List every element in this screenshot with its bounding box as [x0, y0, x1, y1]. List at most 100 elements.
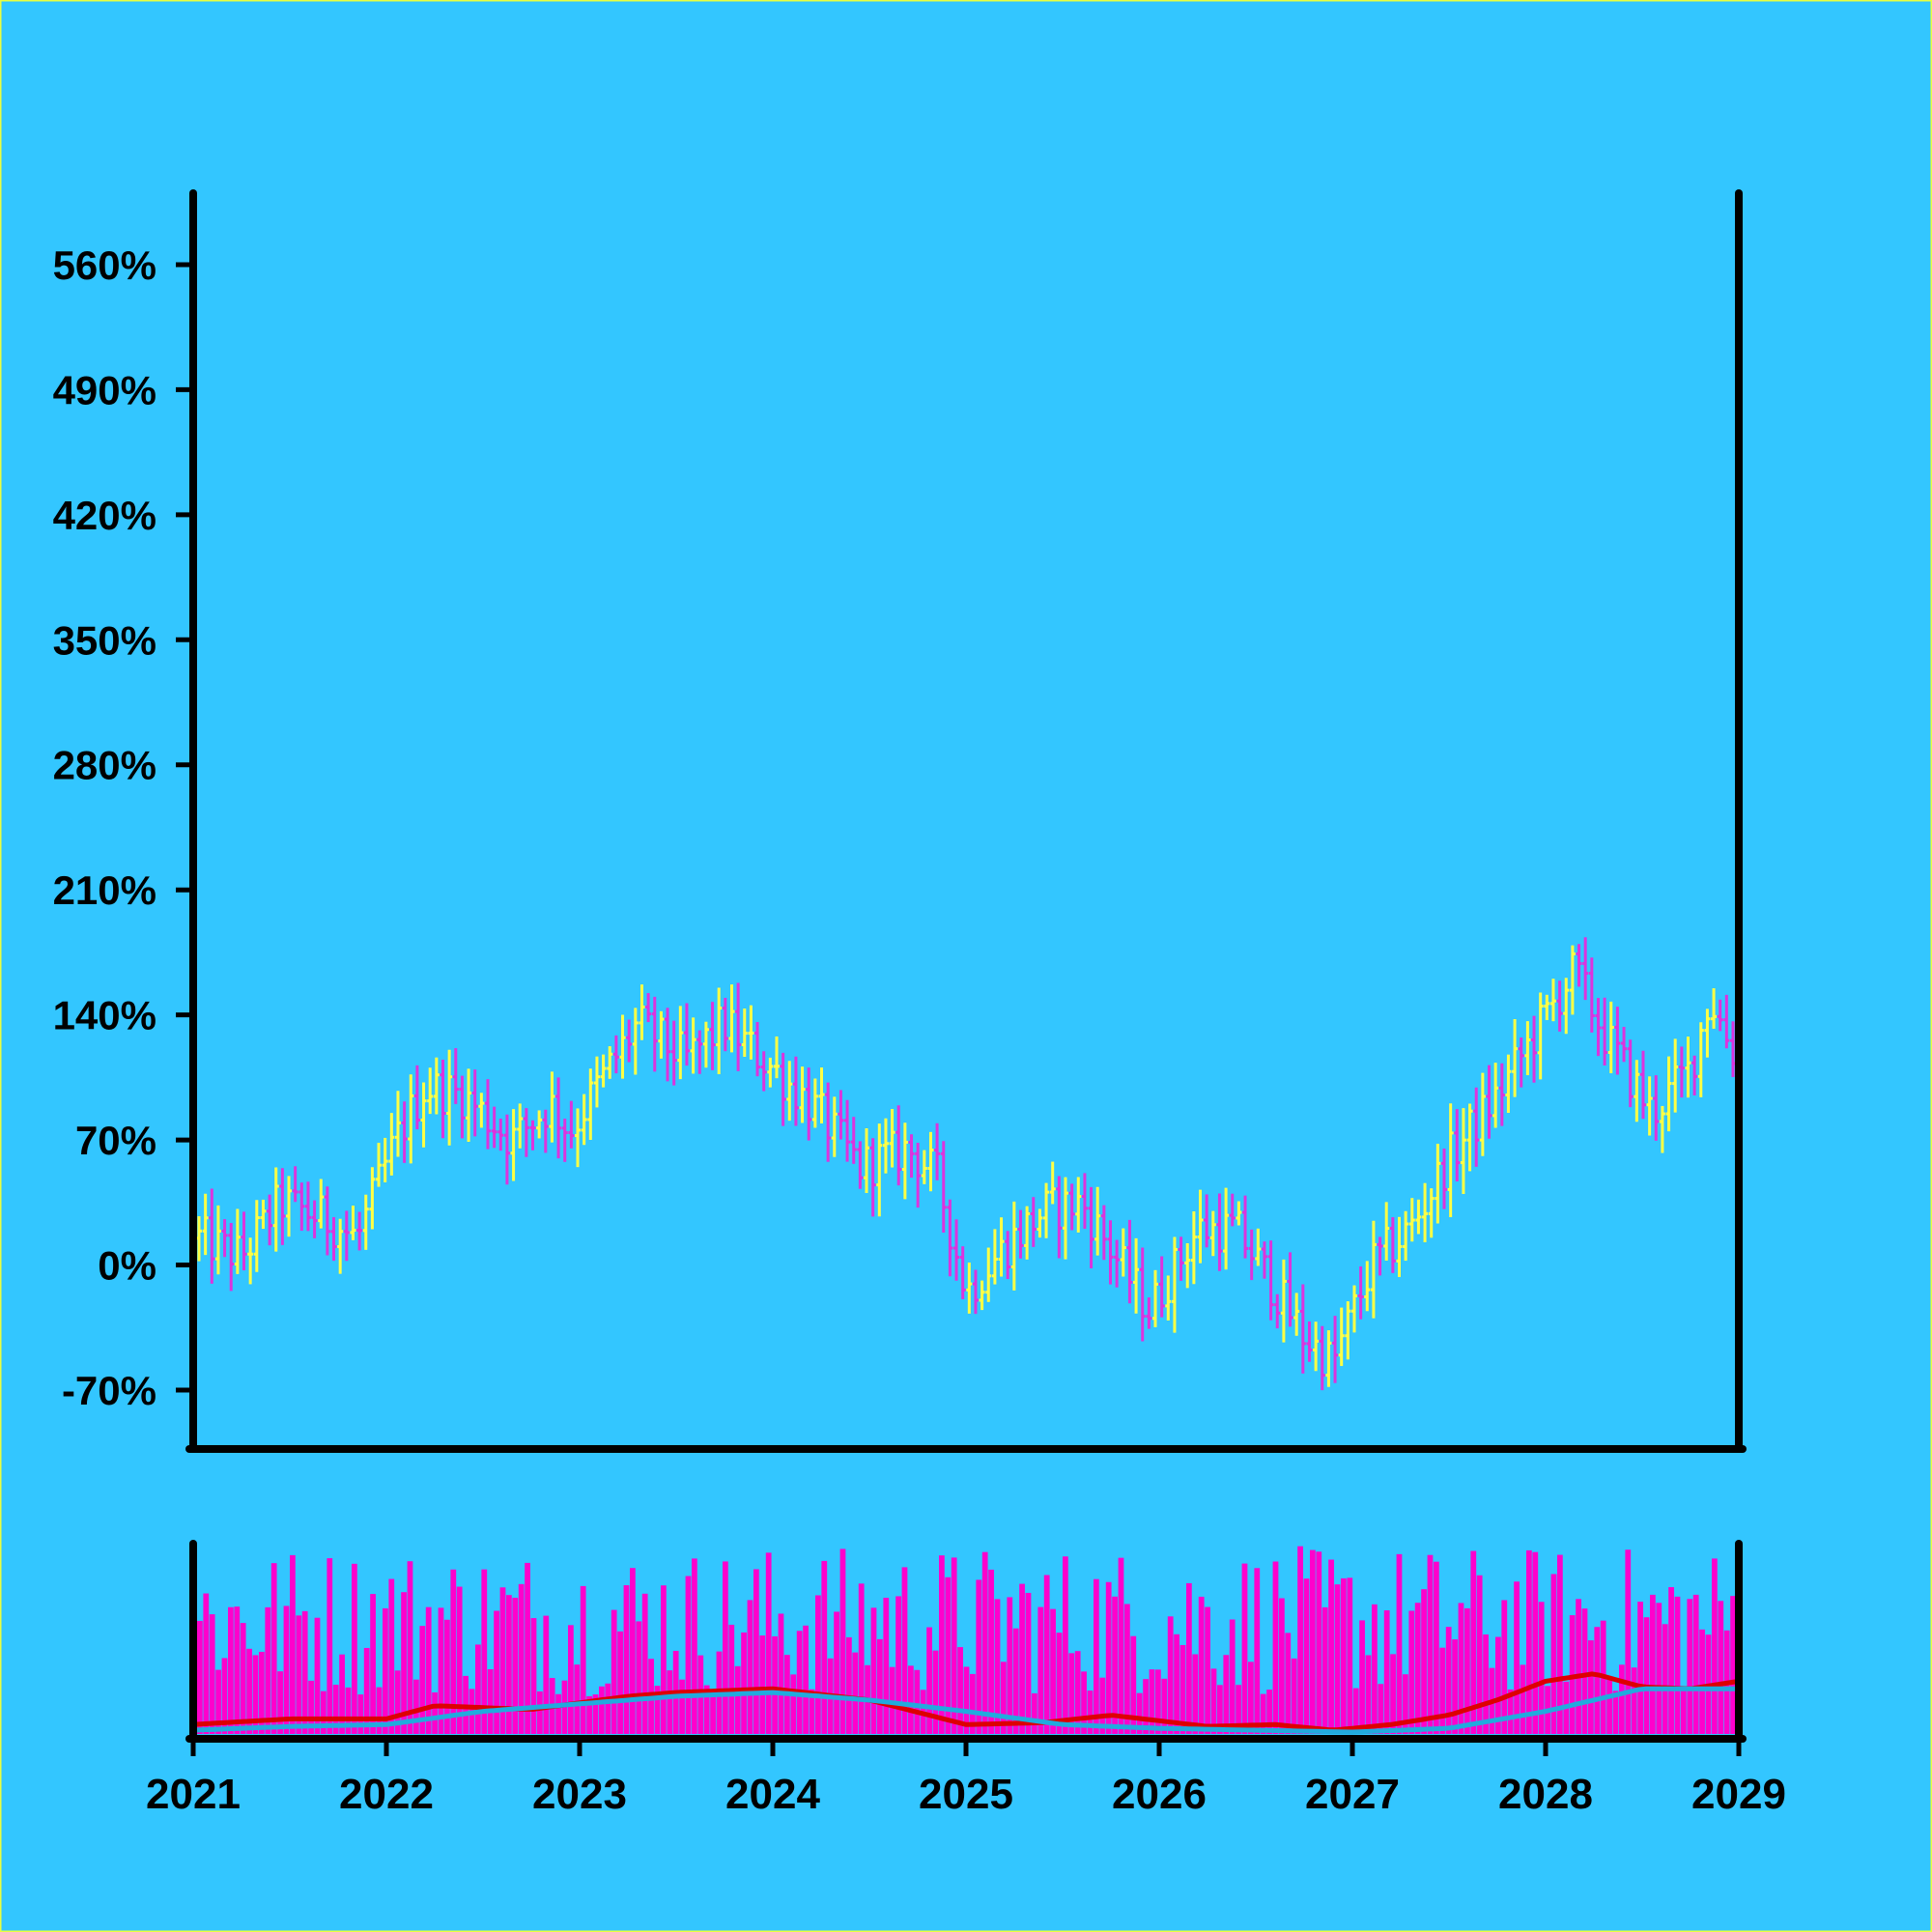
volume-bar	[679, 1679, 685, 1734]
volume-bar	[772, 1635, 778, 1734]
ohlc-bar	[1100, 1205, 1107, 1261]
ohlc-bar	[267, 1194, 273, 1246]
ohlc-bar	[523, 1108, 529, 1157]
volume-bar	[1532, 1551, 1539, 1734]
ohlc-bar	[921, 1150, 927, 1184]
volume-bar	[228, 1606, 234, 1734]
volume-bar	[1179, 1644, 1186, 1734]
volume-bar	[1612, 1690, 1619, 1734]
ohlc-bar	[889, 1109, 895, 1168]
volume-bar	[641, 1593, 648, 1734]
volume-bar	[209, 1614, 215, 1734]
ohlc-bar	[1479, 1072, 1486, 1156]
ohlc-bar	[1299, 1284, 1306, 1374]
ohlc-bar	[1422, 1182, 1429, 1243]
volume-bar	[1347, 1577, 1353, 1734]
ohlc-bar	[754, 1021, 761, 1077]
ohlc-bar	[722, 997, 728, 1052]
volume-bar	[623, 1585, 630, 1734]
ohlc-bar	[658, 1010, 665, 1059]
volume-bar	[1445, 1627, 1452, 1734]
ohlc-bar	[864, 1128, 870, 1194]
ohlc-bar	[991, 1229, 998, 1285]
volume-bar	[1452, 1639, 1458, 1734]
ohlc-bar	[1338, 1307, 1345, 1367]
volume-bar	[611, 1609, 617, 1734]
ohlc-bar	[1678, 1046, 1685, 1098]
volume-bar	[450, 1569, 457, 1734]
ohlc-bar	[369, 1167, 376, 1230]
ohlc-bar	[214, 1205, 221, 1275]
ohlc-bar	[1158, 1256, 1165, 1318]
ohlc-bar	[1236, 1201, 1242, 1226]
ohlc-bar	[1345, 1301, 1351, 1360]
volume-bar	[407, 1561, 413, 1734]
ohlc-bar	[1319, 1325, 1325, 1391]
ohlc-bar	[728, 984, 735, 1053]
volume-bar	[1396, 1553, 1403, 1734]
volume-bar	[734, 1665, 741, 1734]
volume-bar	[1507, 1689, 1514, 1734]
volume-bar	[981, 1551, 988, 1734]
ohlc-bar	[1512, 1018, 1519, 1097]
volume-bar	[1681, 1687, 1687, 1734]
ohlc-bar	[683, 1003, 690, 1066]
ohlc-bar	[337, 1218, 344, 1274]
ohlc-bar	[1383, 1202, 1390, 1262]
ohlc-bar	[1287, 1252, 1293, 1327]
volume-bar	[296, 1615, 302, 1734]
ohlc-bar	[1325, 1330, 1332, 1387]
x-tick-label: 2029	[1691, 1771, 1786, 1818]
volume-average-blue-line	[192, 1686, 1739, 1735]
volume-bar	[1279, 1598, 1285, 1734]
ohlc-bar	[1081, 1173, 1088, 1230]
ohlc-bar	[1602, 997, 1608, 1065]
volume-bar	[1390, 1654, 1396, 1734]
ohlc-bar	[202, 1193, 209, 1256]
ohlc-bar	[1498, 1063, 1505, 1126]
volume-bar	[1099, 1677, 1106, 1734]
volume-bar	[1012, 1628, 1019, 1734]
volume-average-red-line	[192, 1671, 1740, 1733]
volume-bar	[592, 1694, 599, 1734]
ohlc-bar	[927, 1131, 934, 1192]
volume-bar	[1136, 1692, 1143, 1734]
ohlc-bar	[959, 1246, 966, 1299]
volume-bar	[1464, 1607, 1470, 1734]
ohlc-bar	[626, 1019, 633, 1063]
volume-bar	[1081, 1671, 1087, 1734]
ohlc-bar	[459, 1075, 466, 1139]
ohlc-bar	[767, 1057, 774, 1088]
volume-bar	[723, 1561, 728, 1734]
ohlc-bar	[1049, 1161, 1056, 1205]
ohlc-bar	[401, 1101, 408, 1163]
ohlc-bar	[1306, 1321, 1313, 1362]
volume-bar	[970, 1673, 976, 1734]
ohlc-bar	[1010, 1201, 1017, 1291]
ohlc-bar	[1403, 1210, 1409, 1262]
ohlc-bar	[446, 1049, 453, 1146]
volume-bar	[512, 1597, 519, 1734]
volume-bar	[240, 1623, 246, 1734]
ohlc-bar	[612, 1035, 619, 1074]
ohlc-bar	[1627, 1039, 1634, 1108]
volume-bar	[1161, 1678, 1168, 1734]
volume-bar	[703, 1685, 710, 1734]
ohlc-bar	[953, 1219, 960, 1281]
volume-bar	[246, 1648, 252, 1734]
ohlc-bar	[748, 1005, 754, 1060]
ohlc-bar	[247, 1237, 254, 1285]
ohlc-bar	[568, 1100, 575, 1149]
volume-bar	[481, 1569, 488, 1734]
ohlc-bar	[1357, 1266, 1364, 1320]
volume-bar	[1439, 1647, 1446, 1734]
ohlc-bar	[1524, 1021, 1531, 1076]
ohlc-bar	[587, 1068, 594, 1140]
ohlc-bar	[799, 1066, 806, 1123]
ohlc-bar	[607, 1046, 613, 1079]
volume-bar	[1032, 1692, 1037, 1734]
volume-bar	[1414, 1603, 1421, 1734]
volume-bar	[1241, 1563, 1248, 1734]
ohlc-bar	[1139, 1247, 1146, 1342]
